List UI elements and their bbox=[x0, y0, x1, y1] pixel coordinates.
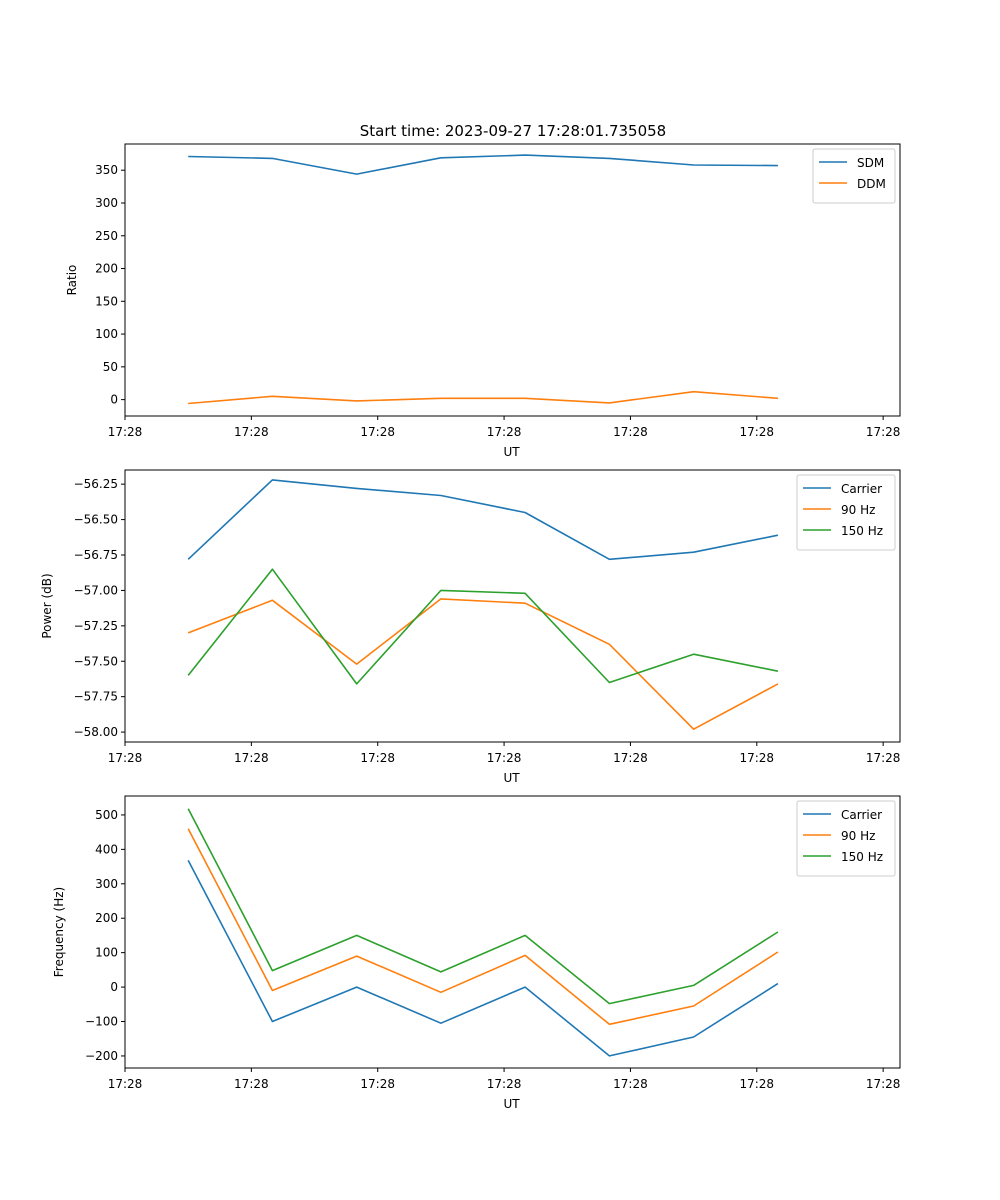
y-tick-label: 100 bbox=[95, 327, 118, 341]
x-tick-label: 17:28 bbox=[866, 1077, 901, 1091]
x-tick-label: 17:28 bbox=[613, 1077, 648, 1091]
y-tick-label: 400 bbox=[95, 842, 118, 856]
legend-label: 90 Hz bbox=[841, 829, 875, 843]
legend-label: DDM bbox=[857, 177, 886, 191]
series-line-150-hz bbox=[187, 808, 779, 1005]
y-tick-label: 300 bbox=[95, 877, 118, 891]
y-tick-label: 150 bbox=[95, 294, 118, 308]
figure-title: Start time: 2023-09-27 17:28:01.735058 bbox=[360, 122, 666, 140]
x-tick-label: 17:28 bbox=[487, 425, 522, 439]
x-tick-label: 17:28 bbox=[866, 425, 901, 439]
axes-frame bbox=[124, 143, 901, 417]
x-tick-label: 17:28 bbox=[108, 751, 143, 765]
subplot-3: 17:28 17:28 17:28 17:28 17:28 17:28 17:28 −200 −… bbox=[52, 795, 901, 1111]
legend-box bbox=[796, 800, 896, 877]
x-axis-label: UT bbox=[503, 771, 520, 785]
x-tick-label: 17:28 bbox=[234, 751, 269, 765]
y-tick-label: −100 bbox=[85, 1015, 118, 1029]
legend-label: SDM bbox=[857, 156, 884, 170]
y-axis-label: Ratio bbox=[65, 265, 79, 296]
x-tick-label: 17:28 bbox=[360, 425, 395, 439]
series-line-90-hz bbox=[187, 828, 779, 1026]
x-tick-label: 17:28 bbox=[360, 1077, 395, 1091]
series-line-carrier bbox=[187, 479, 779, 561]
axes-frame bbox=[124, 795, 901, 1069]
y-tick-label: 300 bbox=[95, 196, 118, 210]
series-line-ddm bbox=[188, 390, 778, 405]
legend-label: 90 Hz bbox=[841, 503, 875, 517]
x-axis-label: UT bbox=[503, 1097, 520, 1111]
series-line-carrier bbox=[187, 860, 779, 1057]
y-tick-label: −56.50 bbox=[74, 513, 118, 527]
y-axis-label: Frequency (Hz) bbox=[52, 887, 66, 978]
subplots: 17:28 17:28 17:28 17:28 17:28 17:28 17:28 0 50 10… bbox=[40, 143, 901, 1111]
y-tick-label: −57.25 bbox=[74, 619, 118, 633]
x-tick-label: 17:28 bbox=[234, 425, 269, 439]
x-tick-label: 17:28 bbox=[739, 1077, 774, 1091]
x-tick-label: 17:28 bbox=[234, 1077, 269, 1091]
x-tick-label: 17:28 bbox=[487, 751, 522, 765]
x-tick-label: 17:28 bbox=[108, 1077, 143, 1091]
legend-label: 150 Hz bbox=[841, 524, 883, 538]
y-tick-label: −200 bbox=[85, 1049, 118, 1063]
legend: Carrier 90 Hz 150 Hz bbox=[796, 800, 896, 877]
y-tick-label: 200 bbox=[95, 262, 118, 276]
y-tick-label: 500 bbox=[95, 808, 118, 822]
subplot-1: 17:28 17:28 17:28 17:28 17:28 17:28 17:28 0 50 10… bbox=[65, 143, 901, 459]
y-tick-label: −57.00 bbox=[74, 583, 118, 597]
y-tick-label: −58.00 bbox=[74, 725, 118, 739]
legend-label: Carrier bbox=[841, 482, 882, 496]
series-line-90-hz bbox=[187, 598, 779, 731]
legend-label: Carrier bbox=[841, 808, 882, 822]
subplot-2: 17:28 17:28 17:28 17:28 17:28 17:28 17:28 −58.0… bbox=[40, 469, 901, 785]
y-tick-label: 350 bbox=[95, 163, 118, 177]
x-tick-label: 17:28 bbox=[360, 751, 395, 765]
y-tick-label: 0 bbox=[110, 393, 118, 407]
y-axis-label: Power (dB) bbox=[40, 573, 54, 638]
x-tick-label: 17:28 bbox=[487, 1077, 522, 1091]
legend-label: 150 Hz bbox=[841, 850, 883, 864]
y-tick-label: −57.75 bbox=[74, 690, 118, 704]
axes-frame bbox=[124, 469, 901, 743]
x-tick-label: 17:28 bbox=[739, 751, 774, 765]
legend: Carrier 90 Hz 150 Hz bbox=[796, 474, 896, 551]
y-tick-label: 50 bbox=[103, 360, 118, 374]
legend: SDM DDM bbox=[812, 148, 896, 204]
y-tick-label: −57.50 bbox=[74, 654, 118, 668]
y-tick-label: 200 bbox=[95, 911, 118, 925]
x-tick-label: 17:28 bbox=[866, 751, 901, 765]
y-tick-label: −56.75 bbox=[74, 548, 118, 562]
series-line-150-hz bbox=[187, 568, 779, 685]
legend-box bbox=[796, 474, 896, 551]
y-tick-label: 250 bbox=[95, 229, 118, 243]
y-tick-label: 0 bbox=[110, 980, 118, 994]
x-tick-label: 17:28 bbox=[108, 425, 143, 439]
x-tick-label: 17:28 bbox=[613, 751, 648, 765]
series-line-sdm bbox=[188, 154, 778, 175]
x-tick-label: 17:28 bbox=[739, 425, 774, 439]
y-tick-label: −56.25 bbox=[74, 477, 118, 491]
x-axis-label: UT bbox=[503, 445, 520, 459]
x-tick-label: 17:28 bbox=[613, 425, 648, 439]
y-tick-label: 100 bbox=[95, 946, 118, 960]
